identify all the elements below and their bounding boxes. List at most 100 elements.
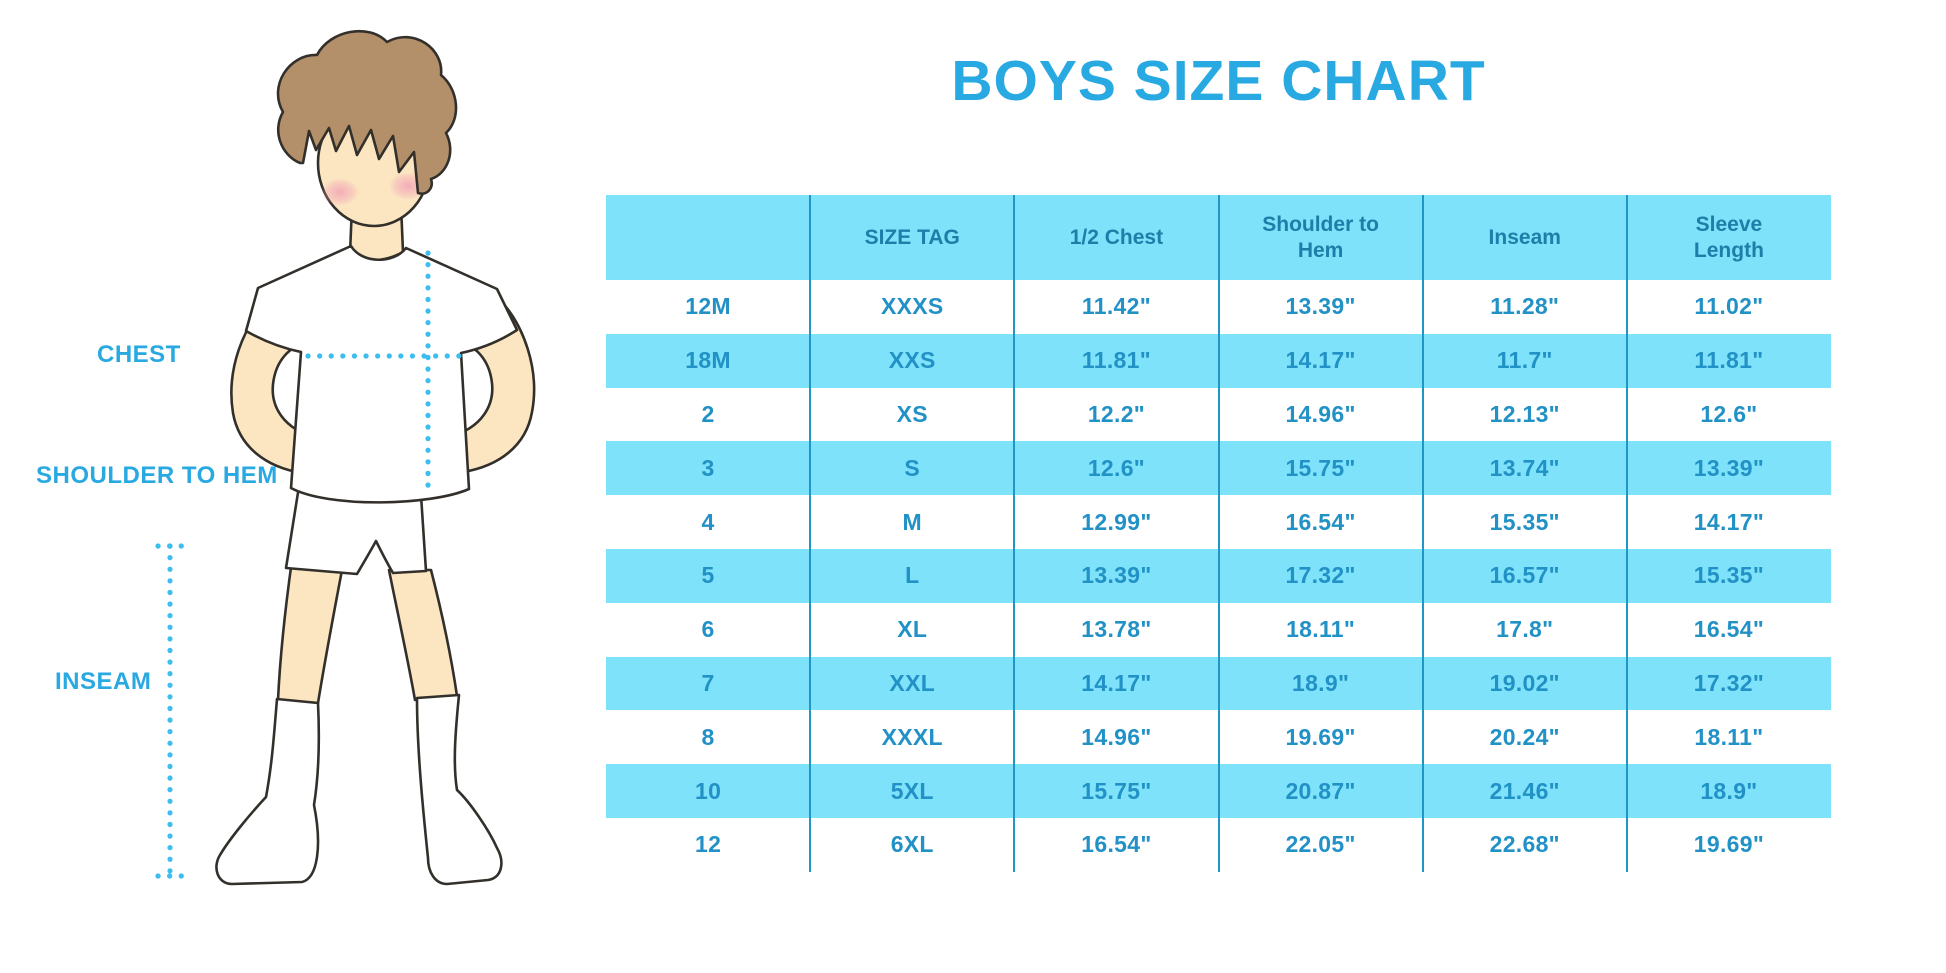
shoulder-to-hem-label: SHOULDER TO HEM [36,462,278,489]
right-sock-shape [415,693,503,886]
table-cell: 8 [701,723,715,750]
table-cell: L [905,562,920,589]
table-row: 8 XXXL 14.96" 19.69" 20.24" 18.11" [606,710,1831,764]
table-row: 2 XS 12.2" 14.96" 12.13" 12.6" [606,388,1831,442]
table-cell: 12.2" [1087,400,1145,427]
table-row: 10 5XL 15.75" 20.87" 21.46" 18.9" [606,764,1831,818]
boy-illustration [155,29,536,886]
table-cell: 15.35" [1693,562,1765,589]
table-cell: 14.96" [1081,723,1152,750]
table-cell: 12.99" [1081,508,1152,535]
table-cell: 19.02" [1489,669,1560,696]
chest-label: CHEST [97,341,181,368]
table-cell: 12M [685,293,731,320]
header-cell: 1/2 Chest [1069,225,1164,249]
table-cell: 17.8" [1496,616,1554,643]
table-cell: 17.32" [1693,669,1765,696]
table-cell: 12.13" [1489,400,1560,427]
table-cell: 22.05" [1285,831,1356,858]
table-cell: M [902,508,922,535]
table-row: 4 M 12.99" 16.54" 15.35" 14.17" [606,495,1831,549]
table-header-row: SIZE TAG 1/2 Chest Shoulder to Hem Inseam Sl… [606,195,1831,280]
table-cell: 14.17" [1693,508,1765,535]
table-cell: 14.96" [1285,400,1356,427]
table-cell: 16.57" [1489,562,1560,589]
table-cell: 18.11" [1286,616,1356,643]
header-cell: Inseam [1488,225,1561,249]
table-cell: XXXL [881,723,943,750]
table-cell: XXXS [880,293,944,320]
table-cell: 13.74" [1489,454,1560,481]
table-cell: 3 [701,454,715,481]
table-cell: 7 [701,669,715,696]
table-cell: 11.02" [1694,293,1764,320]
header-cell [606,195,810,280]
table-row: 3 S 12.6" 15.75" 13.74" 13.39" [606,441,1831,496]
table-cell: 11.42" [1081,293,1151,320]
table-row: 12 6XL 16.54" 22.05" 22.68" 19.69" [606,818,1831,872]
table-cell: XXL [889,669,936,696]
table-cell: 5 [701,562,715,589]
table-row: 12M XXXS 11.42" 13.39" 11.28" 11.02" [606,280,1831,334]
table-cell: 15.35" [1489,508,1560,535]
table-cell: 13.39" [1693,454,1765,481]
table-cell: 6XL [890,831,934,858]
table-cell: 16.54" [1693,616,1765,643]
table-row: 7 XXL 14.17" 18.9" 19.02" 17.32" [606,656,1831,711]
table-cell: 18.11" [1694,723,1764,750]
table-cell: 6 [701,616,715,643]
table-row: 5 L 13.39" 17.32" 16.57" 15.35" [606,548,1831,603]
header-cell: Shoulder to Hem [1262,213,1379,262]
table-cell: 12.6" [1087,454,1145,481]
table-cell: 14.17" [1285,347,1356,374]
table-cell: 18.9" [1700,777,1758,804]
table-cell: 21.46" [1489,777,1560,804]
header-cell: Sleeve Length [1693,213,1764,262]
table-cell: 11.81" [1081,347,1151,374]
table-cell: 20.87" [1285,777,1356,804]
left-leg-shape [276,558,344,705]
table-cell: XS [896,400,928,427]
hair-shape [276,29,458,195]
table-cell: 11.28" [1490,293,1560,320]
table-cell: 14.17" [1081,669,1152,696]
shirt-shape [244,244,519,504]
table-cell: XL [897,616,928,643]
table-cell: 18.9" [1291,669,1350,696]
table-cell: 12 [694,831,722,858]
table-cell: 2 [701,400,715,427]
header-cell: SIZE TAG [864,225,960,249]
table-cell: 13.78" [1081,616,1152,643]
table-row: 6 XL 13.78" 18.11" 17.8" 16.54" [606,603,1831,657]
table-cell: 11.7" [1496,347,1553,374]
table-cell: 16.54" [1285,508,1356,535]
table-cell: 15.75" [1285,454,1356,481]
table-cell: 5XL [890,777,934,804]
table-cell: S [904,454,921,481]
table-cell: 4 [701,508,715,535]
right-leg-shape [387,568,459,702]
table-cell: 13.39" [1285,293,1356,320]
table-body: 12M XXXS 11.42" 13.39" 11.28" 11.02" 18M XXS 11.… [606,280,1831,872]
table-cell: 18M [685,347,731,374]
shorts-shape [284,478,428,576]
table-cell: 11.81" [1694,347,1764,374]
left-sock-shape [215,697,321,886]
table-cell: 16.54" [1081,831,1152,858]
size-chart-table: SIZE TAG 1/2 Chest Shoulder to Hem Inseam Sl… [606,195,1831,872]
table-cell: XXS [888,347,936,374]
table-cell: 20.24" [1489,723,1560,750]
table-cell: 19.69" [1693,831,1765,858]
table-cell: 17.32" [1285,562,1356,589]
table-cell: 22.68" [1489,831,1560,858]
inseam-label: INSEAM [55,668,152,695]
page-title: BOYS SIZE CHART [951,49,1486,113]
table-cell: 12.6" [1700,400,1758,427]
table-row: 18M XXS 11.81" 14.17" 11.7" 11.81" [606,333,1831,388]
table-cell: 13.39" [1081,562,1152,589]
blush-left-shape [321,178,359,206]
table-cell: 19.69" [1285,723,1356,750]
table-cell: 15.75" [1081,777,1152,804]
table-cell: 10 [694,777,722,804]
